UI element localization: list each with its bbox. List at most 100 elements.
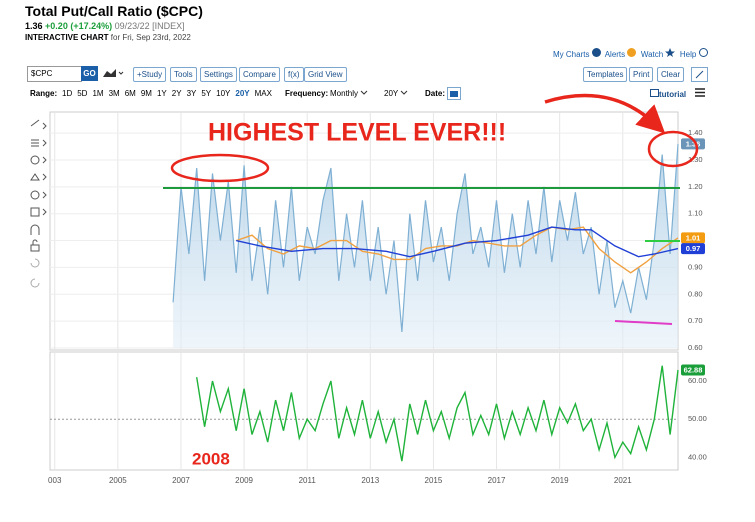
value-badge-label: 62.88 xyxy=(684,366,703,375)
value-badge-label: 0.97 xyxy=(686,244,701,253)
tutorial-text: tutorial xyxy=(659,90,687,99)
icon xyxy=(591,48,601,57)
x-tick-label: 2009 xyxy=(235,476,253,485)
range-option[interactable]: 10Y xyxy=(216,89,231,98)
range-option[interactable]: 6M xyxy=(124,89,136,98)
value-badge xyxy=(681,364,705,376)
lower-panel xyxy=(49,351,679,471)
range-label: Range: xyxy=(30,89,58,98)
x-tick-label: 2007 xyxy=(172,476,190,485)
y-tick-label: 0.60 xyxy=(688,343,703,352)
expand-button[interactable] xyxy=(691,67,708,82)
quote: 1.36 +0.20 (+17.24%) 09/23/22 [INDEX] xyxy=(25,21,185,31)
go-button[interactable]: GO xyxy=(81,66,98,81)
annotation-arrow xyxy=(544,93,666,134)
link[interactable]: Watch xyxy=(640,50,664,59)
quote-date: 09/23/22 [INDEX] xyxy=(114,21,185,31)
title: Total Put/Call Ratio ($CPC) xyxy=(25,3,203,19)
icon xyxy=(400,90,408,95)
icon xyxy=(698,48,708,57)
y-tick-label: 1.40 xyxy=(688,128,703,137)
icon xyxy=(695,70,704,79)
chart-date: for Fri, Sep 23rd, 2022 xyxy=(110,33,191,42)
y-tick-label: 40.00 xyxy=(688,452,707,461)
toolbar-button[interactable]: +Study xyxy=(133,67,167,82)
x-tick-label: 2017 xyxy=(488,476,506,485)
x-tick-label: 003 xyxy=(48,476,62,485)
range-option[interactable]: MAX xyxy=(254,89,272,98)
y-tick-label: 0.90 xyxy=(688,262,703,271)
toolbar-button[interactable]: Templates xyxy=(583,67,628,82)
line xyxy=(236,226,679,258)
date-label: Date: xyxy=(425,89,446,98)
range-option[interactable]: 2Y xyxy=(171,89,182,98)
frequency-select[interactable]: Monthly xyxy=(330,89,368,98)
chart-info: INTERACTIVE CHART for Fri, Sep 23rd, 202… xyxy=(25,33,191,42)
x-tick-label: 2005 xyxy=(109,476,127,485)
change: +0.20 (+17.24%) xyxy=(45,21,113,31)
annotation-text: 2008 xyxy=(192,449,230,468)
menu-button[interactable] xyxy=(695,88,705,97)
link[interactable]: Alerts xyxy=(604,50,626,59)
toolbar-button[interactable]: Tools xyxy=(170,67,197,82)
toolbar-button[interactable]: Settings xyxy=(200,67,237,82)
icon xyxy=(650,89,659,97)
chart-label: INTERACTIVE CHART xyxy=(25,33,109,42)
calendar-button[interactable] xyxy=(447,87,461,100)
period-value: 20Y xyxy=(384,89,399,98)
link[interactable]: My Charts xyxy=(553,50,590,59)
link[interactable]: Help xyxy=(679,50,697,59)
value-badge xyxy=(681,138,705,150)
toolbar-button[interactable]: Grid View xyxy=(304,67,347,82)
toolbar-button[interactable]: Clear xyxy=(657,67,685,82)
range-option[interactable]: 1Y xyxy=(156,89,167,98)
y-tick-label: 50.00 xyxy=(688,414,707,423)
y-tick-label: 0.80 xyxy=(688,289,703,298)
annotation-oval xyxy=(647,130,699,168)
period-select[interactable]: 20Y xyxy=(384,89,408,98)
range-option[interactable]: 1M xyxy=(92,89,104,98)
value-badge-label: 1.01 xyxy=(686,233,701,242)
x-tick-label: 2021 xyxy=(614,476,632,485)
tutorial-link[interactable]: tutorial xyxy=(650,89,686,99)
y-tick-label: 1.10 xyxy=(688,209,703,218)
range-option[interactable]: 9M xyxy=(140,89,152,98)
frequency-value: Monthly xyxy=(330,89,359,98)
tool-icons xyxy=(30,119,47,288)
y-tick-label: 1.30 xyxy=(688,155,703,164)
frequency-label: Frequency: xyxy=(285,89,329,98)
toolbar-button[interactable]: f(x) xyxy=(284,67,304,82)
value-badge xyxy=(681,243,705,255)
x-tick-label: 2013 xyxy=(361,476,379,485)
range-option[interactable]: 20Y xyxy=(235,89,250,98)
value-badge xyxy=(681,232,705,244)
chart-type-icon[interactable] xyxy=(102,67,124,79)
y-tick-label: 60.00 xyxy=(688,376,707,385)
y-tick-label: 1.20 xyxy=(688,182,703,191)
range-option[interactable]: 5Y xyxy=(201,89,212,98)
links: My Charts Alerts Watch Help xyxy=(553,48,708,59)
toolbar-button[interactable]: Print xyxy=(629,67,654,82)
last: 1.36 xyxy=(25,21,43,31)
x-tick-label: 2015 xyxy=(425,476,443,485)
area xyxy=(173,143,678,348)
value-badge-label: 1.36 xyxy=(686,139,701,148)
annotation-line xyxy=(614,320,673,325)
toolbar-button[interactable]: Compare xyxy=(239,67,280,82)
y-tick-label: 0.70 xyxy=(688,316,703,325)
x-tick-label: 2019 xyxy=(551,476,569,485)
range-option[interactable]: 3M xyxy=(108,89,120,98)
icon xyxy=(360,90,368,95)
icon xyxy=(665,48,676,57)
range-option[interactable]: 3Y xyxy=(186,89,197,98)
icon xyxy=(627,48,637,57)
line xyxy=(196,365,679,462)
symbol-input[interactable]: $CPC xyxy=(27,66,82,82)
range-option[interactable]: 5D xyxy=(77,89,88,98)
x-tick-label: 2011 xyxy=(299,476,317,485)
annotation-oval xyxy=(170,153,270,183)
annotation-text: HIGHEST LEVEL EVER!!! xyxy=(208,119,506,147)
range-option[interactable]: 1D xyxy=(62,89,73,98)
